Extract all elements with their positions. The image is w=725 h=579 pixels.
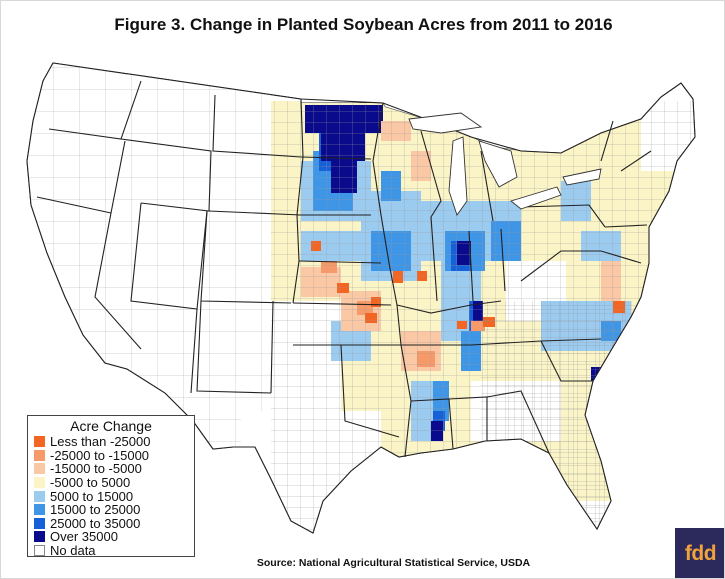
great-lakes <box>408 112 602 216</box>
legend-swatch <box>34 490 45 502</box>
map-legend: Acre Change Less than -25000 -25000 to -1… <box>27 415 195 557</box>
legend-swatch <box>34 463 45 475</box>
source-note: Source: National Agricultural Statistica… <box>256 557 531 569</box>
legend-item: -15000 to -5000 <box>34 462 150 476</box>
legend-swatch <box>34 449 45 461</box>
legend-item: Over 35000 <box>34 530 150 544</box>
legend-label: Less than -25000 <box>50 434 151 450</box>
legend-swatch <box>34 436 45 448</box>
legend-item: 5000 to 15000 <box>34 489 150 503</box>
legend-items: Less than -25000 -25000 to -15000 -15000 t… <box>34 435 150 557</box>
legend-label: -5000 to 5000 <box>50 475 131 491</box>
fdd-logo: fdd <box>675 528 724 578</box>
legend-swatch <box>34 517 45 529</box>
legend-item: -5000 to 5000 <box>34 476 150 490</box>
legend-label: -25000 to -15000 <box>50 447 150 463</box>
legend-item: 15000 to 25000 <box>34 503 150 517</box>
figure-title: Figure 3. Change in Planted Soybean Acre… <box>114 15 613 34</box>
legend-label: Over 35000 <box>50 529 118 545</box>
state-boundaries <box>26 62 696 534</box>
legend-label: -15000 to -5000 <box>50 461 142 477</box>
legend-item: 25000 to 35000 <box>34 517 150 531</box>
legend-label: 25000 to 35000 <box>50 515 141 531</box>
legend-swatch <box>34 545 45 557</box>
legend-label: 5000 to 15000 <box>50 488 134 504</box>
legend-swatch <box>34 504 45 516</box>
legend-label: 15000 to 25000 <box>50 502 141 518</box>
legend-title: Acre Change <box>70 418 152 434</box>
legend-item: Less than -25000 <box>34 435 150 449</box>
legend-swatch <box>34 531 45 543</box>
legend-swatch <box>34 477 45 489</box>
legend-item: No data <box>34 544 150 558</box>
legend-label: No data <box>50 543 96 559</box>
legend-item: -25000 to -15000 <box>34 449 150 463</box>
